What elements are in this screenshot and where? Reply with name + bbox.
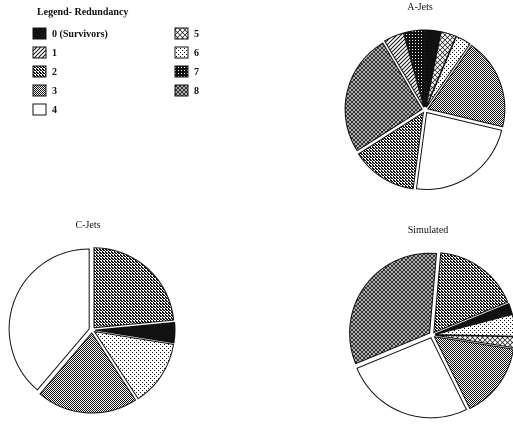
- legend-label: 2: [52, 67, 57, 78]
- pie-slice-4: [356, 337, 468, 419]
- pie-slice-8: [349, 252, 438, 365]
- legend-swatch: [32, 65, 47, 78]
- pie-slice-3: [426, 44, 506, 128]
- legend-item-3: 3: [32, 84, 57, 97]
- pie-simulated: [349, 252, 513, 419]
- legend-swatch: [32, 103, 47, 116]
- pie-slice-2: [357, 111, 425, 190]
- pie-slice-6: [425, 35, 471, 108]
- pie-slice-1: [383, 32, 425, 108]
- legend-label: 6: [194, 48, 199, 59]
- pie-slice-8: [344, 42, 423, 152]
- pie-slice-0: [424, 29, 442, 108]
- legend-label: 4: [52, 105, 57, 116]
- pie-title-simulated: Simulated: [408, 225, 449, 236]
- pie-slice-0: [434, 302, 513, 335]
- legend-item-4: 4: [32, 103, 57, 116]
- pies: [8, 29, 513, 419]
- legend-swatch: [32, 84, 47, 97]
- legend-swatch: [32, 27, 47, 40]
- legend-label: 8: [194, 86, 199, 97]
- pie-slice-5: [425, 31, 457, 108]
- pie-title-a-jets: A-Jets: [407, 2, 433, 13]
- legend-item-0: 0 (Survivors): [32, 27, 108, 40]
- legend-item-2: 2: [32, 65, 57, 78]
- pie-slice-6: [93, 330, 175, 400]
- legend-swatch: [174, 84, 189, 97]
- pie-slice-6: [434, 313, 513, 337]
- legend-title: Legend- Redundancy: [37, 7, 128, 18]
- legend-item-6: 6: [174, 46, 199, 59]
- legend-label: 5: [194, 29, 199, 40]
- legend: Legend- Redundancy 0 (Survivors) 1 2 3 4 5 6 7 8: [32, 7, 199, 116]
- pie-slice-2: [93, 247, 175, 329]
- legend-label: 7: [194, 67, 199, 78]
- pie-slice-0: [94, 321, 176, 344]
- pie-slice-3: [39, 332, 137, 414]
- legend-swatch: [32, 46, 47, 59]
- pie-a-jets: [344, 29, 506, 190]
- pie-slice-5: [434, 334, 513, 349]
- legend-swatch: [174, 46, 189, 59]
- legend-swatch: [174, 27, 189, 40]
- legend-item-7: 7: [174, 65, 199, 78]
- legend-item-8: 8: [174, 84, 199, 97]
- pie-slice-7: [403, 29, 426, 108]
- legend-item-5: 5: [174, 27, 199, 40]
- legend-label: 1: [52, 48, 57, 59]
- pie-title-c-jets: C-Jets: [76, 220, 101, 231]
- legend-label: 3: [52, 86, 57, 97]
- legend-swatch: [174, 65, 189, 78]
- legend-item-1: 1: [32, 46, 57, 59]
- pie-c-jets: [8, 247, 176, 414]
- legend-label: 0 (Survivors): [52, 29, 108, 40]
- pie-slice-4: [8, 248, 90, 391]
- pie-slice-2: [433, 252, 509, 334]
- pie-slice-4: [415, 111, 503, 190]
